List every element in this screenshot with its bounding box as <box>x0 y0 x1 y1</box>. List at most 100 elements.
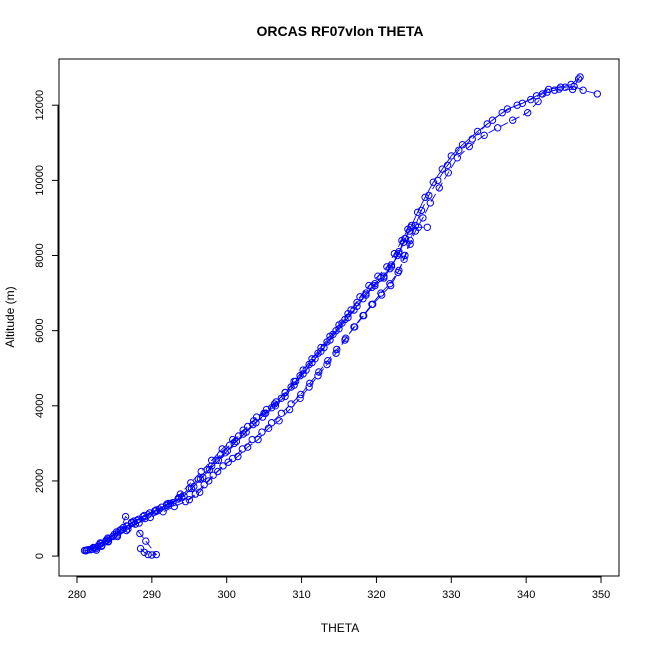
data-point <box>498 109 506 117</box>
data-point <box>556 83 565 91</box>
data-point <box>421 193 429 202</box>
data-point <box>122 522 131 530</box>
data-point <box>176 490 185 498</box>
data-point <box>488 116 497 124</box>
data-point <box>121 512 130 521</box>
data-point <box>387 281 395 290</box>
data-point <box>151 507 159 515</box>
series-line <box>84 85 598 551</box>
x-tick-label: 280 <box>68 589 86 601</box>
y-tick-label: 8000 <box>34 243 46 267</box>
data-point <box>503 105 512 113</box>
y-tick-label: 12000 <box>34 90 46 121</box>
data-point <box>152 506 161 514</box>
x-axis-label: THETA <box>321 621 359 635</box>
data-point <box>291 377 300 386</box>
data-point <box>574 75 583 83</box>
data-point <box>390 249 399 258</box>
data-point <box>271 402 280 410</box>
data-point <box>140 548 149 556</box>
y-axis-label: Altitude (m) <box>3 286 17 347</box>
data-point <box>155 505 164 513</box>
data-point <box>378 291 386 299</box>
flight-leg-5 <box>92 75 583 554</box>
data-point <box>136 529 144 538</box>
flight-leg-4 <box>82 225 412 555</box>
data-point <box>465 142 473 151</box>
data-point <box>205 466 214 474</box>
data-point <box>306 379 314 387</box>
data-point <box>96 539 104 547</box>
data-point <box>194 475 203 483</box>
chart-title: ORCAS RF07vlon THETA <box>257 23 424 39</box>
data-point <box>230 439 238 448</box>
x-tick-label: 310 <box>292 589 310 601</box>
data-point <box>229 454 237 463</box>
data-point <box>315 368 323 376</box>
x-axis: 280 290 300 310 320 330 340 350 <box>68 576 610 601</box>
data-point <box>401 234 410 243</box>
data-point <box>196 475 205 483</box>
data-point <box>232 437 241 446</box>
data-point <box>290 381 298 389</box>
data-point <box>423 223 431 232</box>
data-point <box>426 199 434 207</box>
data-point <box>419 214 427 222</box>
data-point <box>317 347 325 355</box>
data-point <box>480 131 488 140</box>
flight-leg-6 <box>83 73 584 554</box>
data-point <box>404 225 412 233</box>
data-point <box>324 357 332 365</box>
data-point <box>218 445 226 453</box>
data-point <box>142 537 150 545</box>
data-point <box>185 496 194 504</box>
data-point <box>380 274 388 282</box>
data-point <box>360 311 368 320</box>
data-point <box>297 390 305 399</box>
data-point <box>579 86 587 94</box>
data-point <box>277 394 286 402</box>
data-point <box>133 516 141 525</box>
y-tick-label: 10000 <box>34 165 46 196</box>
data-point <box>425 191 433 200</box>
data-point <box>258 428 266 436</box>
data-point <box>438 165 446 173</box>
y-tick-label: 6000 <box>34 318 46 342</box>
data-point <box>576 73 584 81</box>
data-point <box>333 345 341 354</box>
y-axis: 0 2000 4000 6000 8000 10000 12000 <box>34 90 59 559</box>
data-point <box>144 511 152 519</box>
data-point <box>187 484 196 493</box>
data-point <box>139 512 147 521</box>
data-point <box>399 238 408 247</box>
data-point <box>395 249 403 258</box>
data-point <box>593 90 601 98</box>
data-point <box>229 435 237 444</box>
data-point <box>248 435 256 444</box>
data-point <box>277 409 286 417</box>
data-point <box>362 291 370 299</box>
x-tick-label: 350 <box>592 589 610 601</box>
data-point <box>267 419 276 427</box>
x-tick-label: 320 <box>367 589 385 601</box>
data-point <box>387 263 396 271</box>
data-point <box>250 417 258 425</box>
data-point <box>344 313 352 322</box>
data-point <box>335 325 343 333</box>
data-point <box>447 152 455 160</box>
data-point <box>518 99 527 108</box>
y-tick-label: 0 <box>34 553 46 559</box>
data-point <box>527 95 535 104</box>
flight-leg-1 <box>80 82 601 555</box>
series-line <box>88 226 428 551</box>
data-point <box>223 447 232 455</box>
data-point <box>214 467 222 476</box>
data-point <box>200 481 208 489</box>
flight-leg-7 <box>116 512 161 559</box>
data-point <box>453 154 461 162</box>
data-point <box>524 109 532 117</box>
series-line <box>86 76 581 551</box>
data-point <box>166 499 175 508</box>
data-point <box>400 255 408 263</box>
y-tick-label: 4000 <box>34 394 46 418</box>
